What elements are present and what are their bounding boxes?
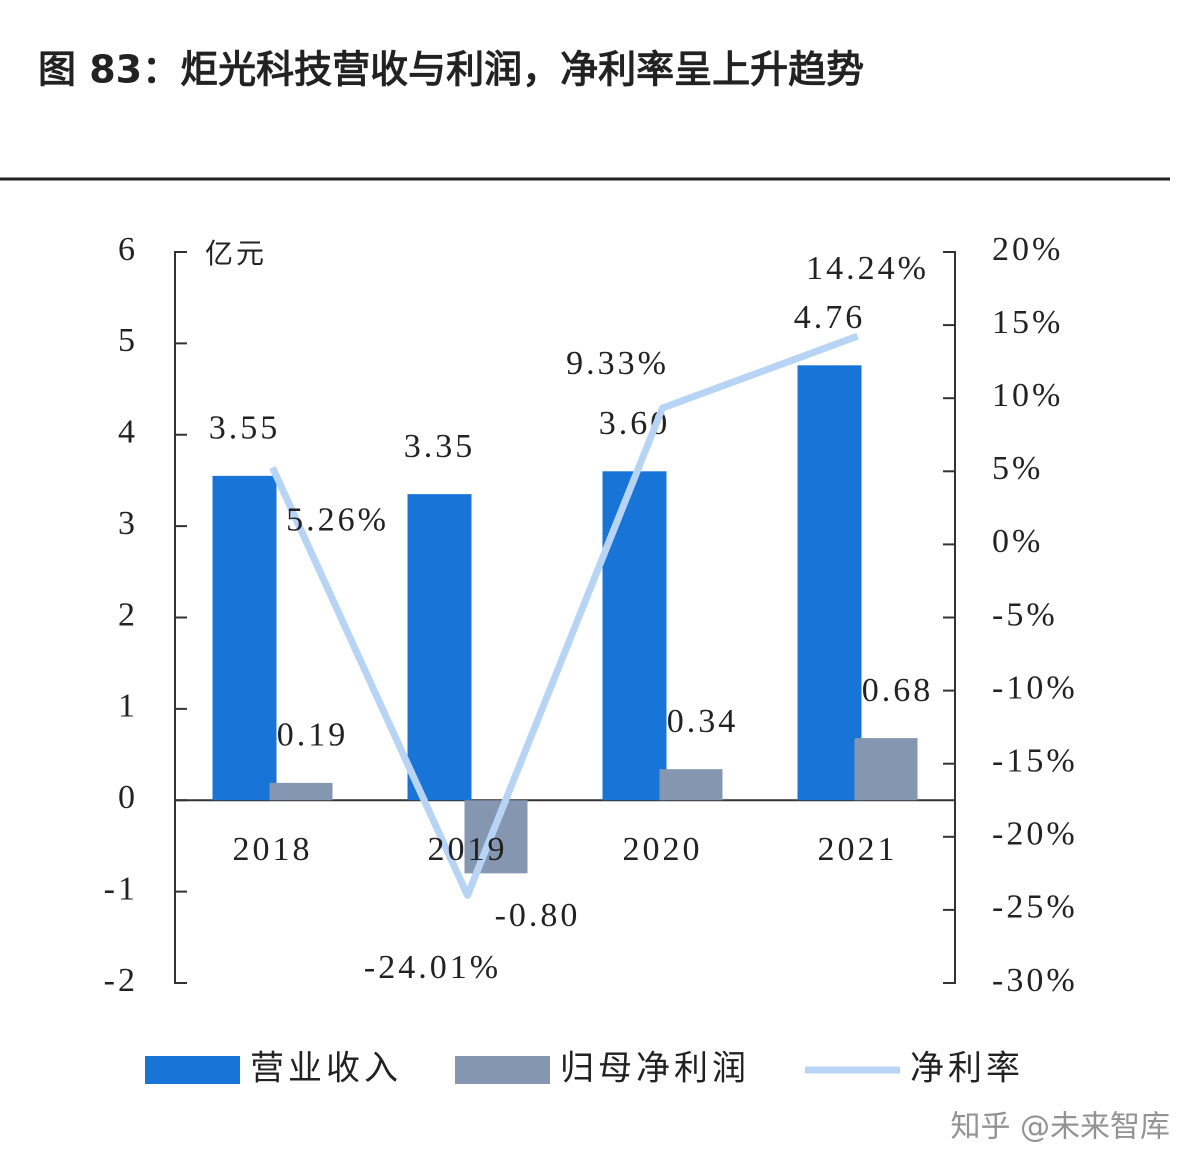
y2-tick-label: 5% — [992, 450, 1043, 487]
bar-value-label: 3.35 — [404, 428, 476, 465]
y-tick-label: -2 — [104, 962, 138, 999]
x-tick-label: 2020 — [623, 831, 703, 868]
bar — [659, 769, 723, 801]
legend-label: 归母净利润 — [560, 1049, 750, 1089]
bar-value-label: 0.68 — [862, 672, 934, 709]
y-tick-label: 3 — [118, 505, 138, 542]
y2-tick-label: 20% — [992, 231, 1063, 268]
y2-tick-label: -15% — [992, 742, 1078, 779]
y2-tick-label: 10% — [992, 377, 1063, 414]
legend-label: 营业收入 — [250, 1049, 402, 1089]
bar-value-label: 3.55 — [209, 410, 281, 447]
line-value-label: 14.24% — [806, 250, 929, 287]
x-tick-label: 2019 — [428, 831, 508, 868]
bar-value-label: 0.19 — [277, 717, 349, 754]
y2-tick-label: 0% — [992, 523, 1043, 560]
y-tick-label: 1 — [118, 688, 138, 725]
legend-swatch — [455, 1056, 550, 1084]
y-tick-label: 2 — [118, 596, 138, 633]
bar — [854, 738, 918, 801]
y2-tick-label: -30% — [992, 962, 1078, 999]
y-tick-label: 4 — [118, 414, 138, 451]
y2-tick-label: -25% — [992, 889, 1078, 926]
bar-value-label: 4.76 — [794, 299, 866, 336]
y2-tick-label: -5% — [992, 596, 1058, 633]
x-tick-label: 2021 — [818, 831, 898, 868]
bar — [212, 475, 277, 801]
bar — [407, 494, 472, 801]
line-value-label: 5.26% — [286, 501, 389, 538]
line-value-label: 9.33% — [566, 345, 669, 382]
margin-line — [269, 332, 859, 899]
y-tick-label: 5 — [118, 322, 138, 359]
y2-tick-label: -10% — [992, 669, 1078, 706]
bar — [602, 471, 667, 801]
y2-tick-label: 15% — [992, 304, 1063, 341]
watermark: 知乎 @未来智库 — [950, 1110, 1170, 1145]
x-tick-label: 2018 — [233, 831, 313, 868]
y-tick-label: 0 — [118, 779, 138, 816]
y-unit: 亿元 — [205, 237, 267, 270]
line-value-label: -24.01% — [364, 949, 501, 986]
bar — [797, 365, 862, 801]
legend-label: 净利率 — [910, 1049, 1024, 1089]
y-tick-label: 6 — [118, 231, 138, 268]
bar-value-label: -0.80 — [495, 897, 581, 934]
y2-tick-label: -20% — [992, 816, 1078, 853]
chart-title: 图 83：炬光科技营收与利润，净利率呈上升趋势 — [38, 48, 864, 92]
y-tick-label: -1 — [104, 870, 138, 907]
bar — [464, 800, 528, 874]
bar — [269, 782, 333, 801]
bar-value-label: 0.34 — [667, 703, 739, 740]
legend-swatch — [145, 1056, 240, 1084]
